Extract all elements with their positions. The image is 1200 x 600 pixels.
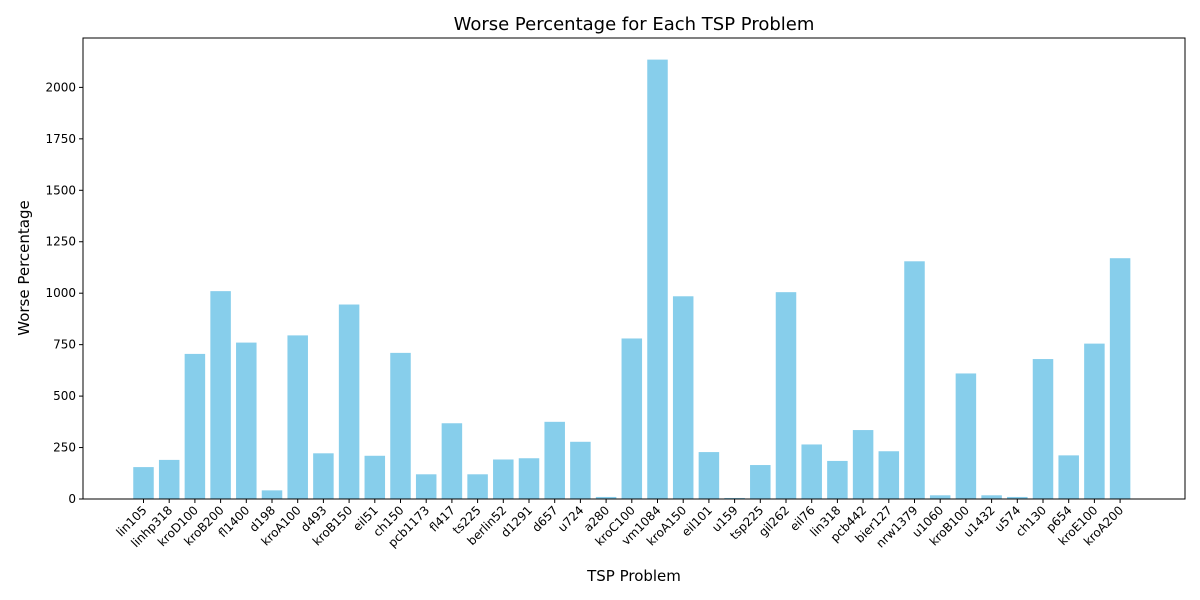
- y-tick-label: 250: [53, 441, 76, 455]
- bar-nrw1379: [904, 261, 925, 499]
- bar-tsp225: [750, 465, 771, 499]
- y-tick-label: 1500: [45, 183, 76, 197]
- y-tick-label: 1000: [45, 286, 76, 300]
- bars-group: [133, 59, 1131, 500]
- bar-u1060: [929, 495, 951, 499]
- y-tick-label: 2000: [45, 80, 76, 94]
- bar-d1291: [518, 458, 540, 499]
- bar-kroB200: [210, 291, 231, 499]
- bar-lin105: [133, 467, 154, 499]
- bar-kroA150: [672, 296, 694, 499]
- bar-kroD100: [184, 353, 206, 499]
- bar-d198: [261, 490, 283, 499]
- bar-u159: [724, 497, 745, 499]
- y-axis: 0 250 500 750 1000 1250 1500 1750 2000: [45, 80, 83, 506]
- y-tick-label: 750: [53, 338, 76, 352]
- bar-u1432: [981, 495, 1002, 499]
- bar-bier127: [878, 451, 900, 499]
- y-tick-label: 1750: [45, 132, 76, 146]
- bar-kroA200: [1109, 258, 1131, 499]
- bar-ts225: [467, 474, 488, 499]
- bar-kroE100: [1084, 343, 1105, 499]
- plot-frame: [82, 37, 1186, 500]
- bar-pcb1173: [415, 474, 437, 499]
- bar-u574: [1007, 496, 1028, 499]
- bar-gil262: [775, 292, 797, 499]
- bar-ch150: [390, 352, 411, 499]
- bar-kroC100: [621, 338, 643, 499]
- bar-p654: [1058, 455, 1079, 499]
- bar-kroB150: [338, 304, 360, 499]
- bar-d493: [313, 453, 334, 499]
- bar-fl1400: [236, 342, 257, 499]
- bar-berlin52: [493, 459, 514, 499]
- bar-vm1084: [647, 59, 668, 500]
- bar-kroA100: [287, 335, 308, 499]
- bar-a280: [595, 496, 617, 499]
- x-axis-title: TSP Problem: [586, 567, 681, 585]
- bar-u724: [570, 441, 591, 499]
- bar-kroB100: [955, 373, 977, 499]
- bar-fl417: [441, 423, 463, 499]
- bar-ch130: [1032, 359, 1054, 499]
- bar-pcb442: [852, 430, 874, 499]
- y-tick-label: 0: [68, 492, 76, 506]
- bar-eil76: [801, 444, 822, 499]
- y-tick-label: 500: [53, 389, 76, 403]
- bar-d657: [544, 421, 565, 499]
- bar-linhp318: [158, 459, 180, 499]
- chart-title: Worse Percentage for Each TSP Problem: [454, 14, 815, 35]
- y-tick-label: 1250: [45, 235, 76, 249]
- bar-lin318: [827, 460, 848, 499]
- bar-eil51: [364, 455, 386, 499]
- y-axis-title: Worse Percentage: [15, 200, 33, 336]
- bar-eil101: [698, 452, 720, 499]
